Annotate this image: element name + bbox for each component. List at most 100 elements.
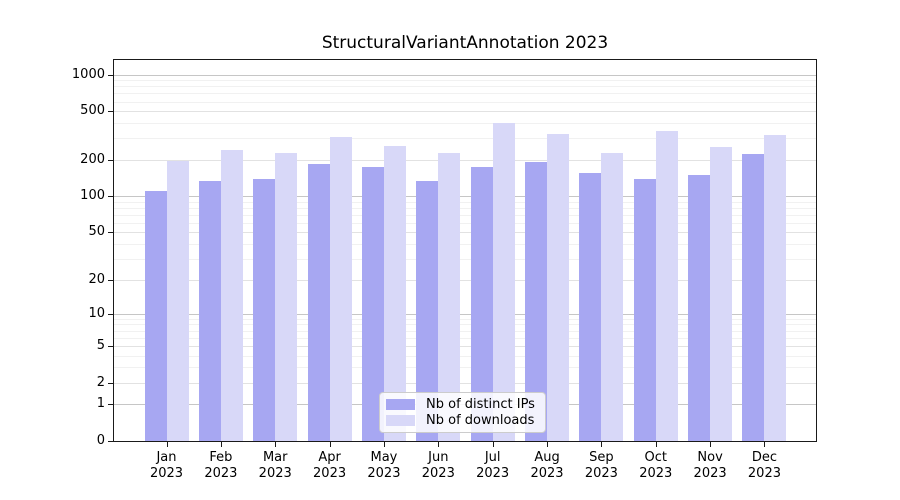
legend: Nb of distinct IPs Nb of downloads [379,392,546,433]
x-tick-label-line: 2023 [584,466,618,481]
gridline-minor [114,138,816,140]
x-tick-label-line: 2023 [639,466,673,481]
x-tick-label: May 2023 [344,450,424,482]
y-tick-mark [108,111,113,113]
legend-label-downloads: Nb of downloads [426,413,535,428]
y-tick-label: 5 [96,337,105,353]
downloads-bar [166,161,189,441]
gridline-minor [114,244,816,246]
legend-item-downloads: Nb of downloads [386,413,539,428]
y-tick-mark [108,382,113,384]
downloads-bar [492,123,515,441]
distinct-ips-bar [579,173,602,441]
legend-item-distinct-ips: Nb of distinct IPs [386,397,539,412]
x-tick-mark [220,442,222,447]
x-tick-label: Jul 2023 [453,450,533,482]
x-tick-mark [438,442,440,447]
gridline-minor [114,222,816,224]
downloads-bar [275,153,298,441]
y-tick-label: 10 [88,305,105,321]
gridline-minor [114,80,816,82]
x-tick-label-line: Dec [751,450,778,465]
gridline-minor [114,318,816,320]
x-tick-label-line: 2023 [421,466,455,481]
x-tick-mark [166,442,168,447]
legend-swatch-distinct-ips [386,399,415,410]
y-tick-mark [108,232,113,234]
y-tick-label: 0 [96,433,105,448]
gridline-minor [114,330,816,332]
gridline [114,111,816,113]
y-tick-mark [108,345,113,347]
gridline [114,232,816,234]
x-tick-mark [764,442,766,447]
y-tick-label: 20 [88,271,105,287]
gridline [114,382,816,384]
x-tick-mark [655,442,657,447]
y-tick-mark [108,279,113,281]
x-tick-label: Mar 2023 [235,450,315,482]
x-tick-label-line: Mar [262,450,288,465]
gridline-minor [114,367,816,369]
downloads-bar [329,137,352,441]
downloads-bar [383,145,406,441]
y-tick-mark [108,74,113,76]
x-tick-mark [492,442,494,447]
x-tick-label-line: May [370,450,398,465]
distinct-ips-bar [416,180,439,441]
gridline-minor [114,201,816,203]
x-tick-label-line: 2023 [367,466,401,481]
distinct-ips-bar [144,190,167,441]
distinct-ips-bar [307,164,330,441]
gridline [114,345,816,347]
x-tick-label: Aug 2023 [507,450,587,482]
distinct-ips-bar [198,180,221,441]
legend-swatch-downloads [386,415,415,426]
gridline-minor [114,355,816,357]
gridline-minor [114,324,816,326]
gridline [114,159,816,161]
distinct-ips-bar [361,167,384,441]
gridline-minor [114,101,816,103]
y-tick-label: 1 [96,396,105,412]
downloads-bar [710,146,733,441]
gridline [114,196,816,198]
y-tick-label: 100 [80,188,105,204]
x-tick-label-line: 2023 [149,466,184,481]
downloads-bar [438,153,461,441]
downloads-bar [220,150,243,441]
downloads-bar [655,130,678,441]
x-tick-label-line: 2023 [204,466,238,481]
gridline-minor [114,207,816,209]
distinct-ips-bar [525,162,548,441]
x-tick-label-line: Jul [484,450,501,465]
x-tick-mark [383,442,385,447]
y-tick-mark [108,404,113,406]
x-tick-label: Dec 2023 [724,450,804,482]
legend-label-distinct-ips: Nb of distinct IPs [426,397,535,412]
gridline [114,74,816,76]
x-tick-mark [710,442,712,447]
distinct-ips-bar [688,174,711,441]
y-tick-label: 50 [88,224,105,240]
gridline-minor [114,214,816,216]
distinct-ips-bar [742,154,765,441]
x-tick-label-line: Oct [644,450,667,465]
x-tick-label: Feb 2023 [181,450,261,482]
y-tick-label: 1000 [71,66,105,82]
x-tick-mark [329,442,331,447]
downloads-bar [547,133,570,441]
distinct-ips-bar [470,167,493,441]
y-tick-mark [108,159,113,161]
chart-title: StructuralVariantAnnotation 2023 [321,33,609,53]
x-tick-label-line: Jun [428,450,449,465]
x-tick-label-line: Apr [318,450,341,465]
y-tick-label: 2 [96,374,105,390]
gridline-minor [114,123,816,125]
x-tick-label-line: 2023 [747,466,781,481]
plot-area [113,59,817,442]
y-tick-mark [108,196,113,198]
x-tick-label-line: 2023 [258,466,292,481]
x-tick-label: Jun 2023 [398,450,478,482]
